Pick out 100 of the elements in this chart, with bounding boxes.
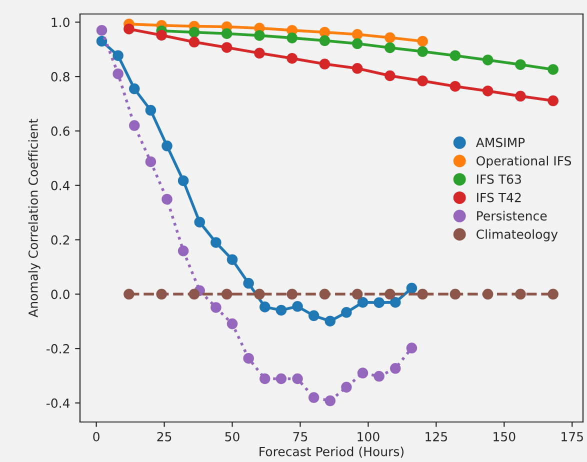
point xyxy=(374,297,384,308)
legend-label: AMSIMP xyxy=(476,138,525,148)
point xyxy=(292,373,303,384)
point xyxy=(548,288,558,300)
x-tick-label: 0 xyxy=(93,432,100,442)
point xyxy=(324,395,336,406)
point xyxy=(194,216,206,228)
point xyxy=(417,46,428,57)
x-tick-label: 50 xyxy=(225,432,240,442)
point xyxy=(112,68,124,80)
point xyxy=(276,373,287,384)
point xyxy=(178,246,189,256)
point xyxy=(243,278,254,289)
point xyxy=(341,382,352,393)
y-tick-label: 0.2 xyxy=(51,235,70,245)
point xyxy=(390,363,401,374)
point xyxy=(357,368,368,378)
point xyxy=(156,288,167,300)
point xyxy=(128,83,140,94)
y-tick-label: 0.4 xyxy=(51,180,70,190)
y-tick-label: 0.8 xyxy=(51,72,70,82)
point xyxy=(384,70,396,82)
point xyxy=(352,38,363,50)
point xyxy=(188,288,200,300)
point xyxy=(226,254,238,265)
y-tick-label: 1.0 xyxy=(52,18,70,28)
point xyxy=(276,304,287,316)
point xyxy=(417,36,428,47)
point xyxy=(96,36,108,47)
point xyxy=(188,26,200,38)
x-tick-label: 150 xyxy=(494,432,516,442)
y-tick-label: 0.6 xyxy=(51,126,70,136)
point xyxy=(178,175,189,186)
point xyxy=(162,194,172,205)
x-axis-title: Forecast Period (Hours) xyxy=(260,446,404,458)
point xyxy=(384,288,396,300)
point xyxy=(319,58,330,70)
point xyxy=(254,48,265,59)
point xyxy=(286,32,298,44)
point xyxy=(450,80,461,92)
point xyxy=(286,52,298,64)
point xyxy=(352,63,363,74)
point xyxy=(254,288,265,300)
legend-label: Climateology xyxy=(476,229,558,242)
point xyxy=(156,30,167,41)
point xyxy=(417,76,428,86)
point xyxy=(417,288,428,300)
y-tick-label: 0.0 xyxy=(51,290,70,300)
point xyxy=(515,59,526,70)
point xyxy=(548,95,558,106)
point xyxy=(292,301,303,312)
point xyxy=(145,156,156,168)
point xyxy=(450,288,461,300)
point xyxy=(406,282,418,294)
x-tick-label: 25 xyxy=(157,432,172,442)
point xyxy=(324,316,336,326)
point xyxy=(406,342,418,354)
y-axis-title: Anomaly Correlation Coefficient xyxy=(28,118,40,318)
point xyxy=(374,370,384,382)
x-tick-label: 75 xyxy=(293,432,308,442)
point xyxy=(254,30,265,41)
point xyxy=(515,288,526,300)
point xyxy=(96,24,108,36)
legend-label: IFS T63 xyxy=(477,174,521,184)
point xyxy=(112,50,124,61)
point xyxy=(221,42,232,53)
point xyxy=(162,140,172,152)
point xyxy=(352,29,363,40)
point xyxy=(308,392,320,403)
point xyxy=(390,296,401,308)
point xyxy=(226,318,238,330)
point xyxy=(124,288,134,300)
x-tick-label: 125 xyxy=(426,432,448,442)
point xyxy=(188,36,200,48)
x-tick-label: 175 xyxy=(562,432,583,442)
point xyxy=(260,373,270,384)
point xyxy=(221,288,232,300)
point xyxy=(124,24,134,34)
point xyxy=(357,296,368,308)
x-tick-label: 100 xyxy=(358,432,380,442)
point xyxy=(515,90,526,102)
legend-label: Operational IFS xyxy=(476,156,572,168)
point xyxy=(260,302,270,312)
y-tick-label: -0.2 xyxy=(46,344,70,354)
point xyxy=(319,35,330,46)
legend-label: Persistence xyxy=(477,210,547,221)
point xyxy=(221,28,232,39)
point xyxy=(341,307,352,318)
point xyxy=(286,288,298,300)
point xyxy=(482,86,494,96)
point xyxy=(145,104,156,116)
point xyxy=(482,54,494,66)
point xyxy=(308,310,320,322)
point xyxy=(210,302,222,313)
y-tick-label: -0.4 xyxy=(46,398,70,408)
point xyxy=(384,42,396,54)
point xyxy=(482,288,494,300)
point xyxy=(384,32,396,44)
point xyxy=(319,288,330,300)
point xyxy=(352,288,363,300)
